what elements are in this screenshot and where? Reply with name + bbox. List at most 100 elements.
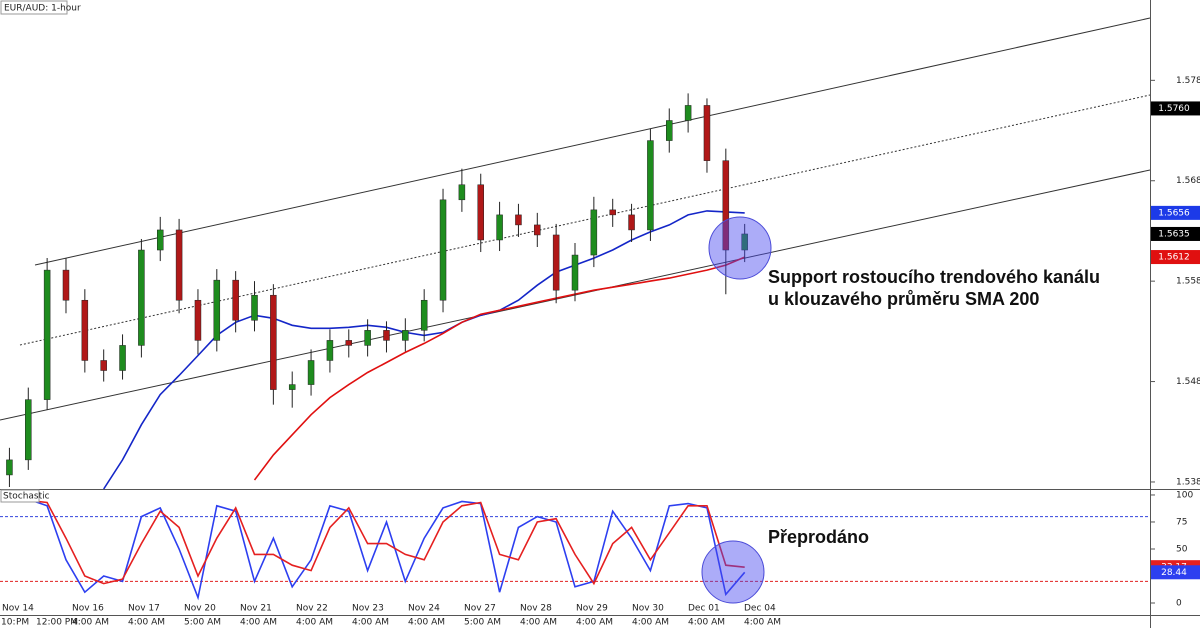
date-label: Nov 28 — [520, 604, 552, 614]
value-box — [1151, 205, 1200, 220]
time-label: 10: — [1, 618, 15, 628]
date-label: Dec 01 — [688, 604, 720, 614]
candle-body — [81, 299, 89, 361]
candle-body — [213, 279, 221, 341]
line-series — [253, 256, 746, 481]
candle-body — [609, 209, 616, 216]
y-tick-label: 1.5688 — [1176, 176, 1200, 186]
candle-body — [326, 340, 334, 361]
candle-body — [270, 294, 277, 390]
candle-body — [458, 184, 466, 201]
value-box — [1151, 226, 1200, 241]
date-label: Nov 16 — [72, 604, 104, 614]
value-box — [1151, 250, 1200, 265]
date-label: Nov 20 — [184, 604, 216, 614]
y-tick-label: 75 — [1176, 517, 1187, 527]
date-label: Nov 22 — [296, 604, 328, 614]
candle-body — [383, 330, 390, 341]
value-box — [1151, 101, 1200, 116]
date-label: Nov 29 — [576, 604, 608, 614]
annotation: Přeprodáno — [768, 527, 869, 547]
candle-body — [552, 234, 560, 291]
channel-upper — [34, 17, 1151, 266]
value-label: 1.5760 — [1158, 104, 1190, 114]
candle-body — [496, 214, 503, 241]
highlight-circle — [701, 540, 765, 604]
candle-body — [571, 254, 579, 291]
candle-body — [515, 214, 522, 226]
date-label: Nov 24 — [408, 604, 440, 614]
date-label: Nov 23 — [352, 604, 384, 614]
time-label: 12:00 PM — [36, 618, 78, 628]
time-label: 5:00 AM — [464, 618, 501, 628]
candle-body — [25, 399, 32, 461]
time-label: 4:00 AM — [408, 618, 445, 628]
chart-title: EUR/AUD: 1-hour — [4, 4, 81, 14]
candle-body — [364, 330, 371, 346]
title-box — [0, 489, 40, 503]
candle-body — [628, 214, 635, 231]
value-label: 1.5635 — [1158, 229, 1190, 239]
title-box — [0, 0, 68, 15]
time-label: 4:00 AM — [744, 618, 781, 628]
value-label: 28.44 — [1161, 568, 1187, 578]
candle-body — [647, 140, 654, 231]
candle-body — [100, 360, 107, 371]
y-tick-label: 1.5588 — [1176, 277, 1200, 287]
value-label: 1.5612 — [1158, 253, 1190, 263]
time-label: 4:00 AM — [688, 618, 725, 628]
candle-body — [43, 269, 51, 400]
candle-body — [534, 224, 541, 236]
candle-body — [666, 120, 673, 141]
candle-body — [119, 345, 126, 371]
time-label: 4:00 AM — [352, 618, 389, 628]
candle-body — [251, 294, 258, 321]
y-tick-label: 1.5788 — [1176, 76, 1200, 86]
candle-body — [439, 199, 447, 301]
candle-body — [402, 330, 409, 341]
time-label: 4:00 AM — [296, 618, 333, 628]
date-label: Nov 21 — [240, 604, 272, 614]
candle-body — [477, 184, 484, 241]
value-box — [1151, 565, 1200, 580]
panel-title: Stochastic — [3, 492, 50, 502]
candle-body — [590, 209, 598, 256]
candle-body — [6, 459, 13, 476]
date-label: Nov 27 — [464, 604, 496, 614]
candle-body — [138, 249, 145, 346]
date-label: Nov 14 — [2, 604, 34, 614]
time-label: 4:00 AM — [72, 618, 109, 628]
y-tick-label: 0 — [1176, 599, 1182, 609]
candle-body — [194, 299, 202, 341]
candle-body — [175, 229, 183, 301]
date-label: Nov 30 — [632, 604, 664, 614]
y-tick-label: 1.5488 — [1176, 377, 1200, 387]
y-tick-label: 1.5388 — [1176, 477, 1200, 487]
line-series — [9, 499, 745, 586]
time-label: 4:00 AM — [128, 618, 165, 628]
candle-body — [288, 384, 296, 390]
date-label: Dec 04 — [744, 604, 776, 614]
annotation: Support rostoucího trendového kanálu — [768, 267, 1100, 287]
time-label: 4:00 AM — [240, 618, 277, 628]
y-tick-label: 50 — [1176, 544, 1188, 554]
channel-middle — [19, 94, 1151, 346]
candle-body — [703, 105, 711, 161]
time-label: 4:00 AM — [632, 618, 669, 628]
time-label: 4:00 AM — [520, 618, 557, 628]
candle-body — [345, 340, 353, 346]
time-label: 5:00 AM — [184, 618, 221, 628]
annotation: u klouzavého průměru SMA 200 — [768, 289, 1039, 309]
date-label: Nov 17 — [128, 604, 160, 614]
highlight-circle — [708, 216, 772, 280]
candle-body — [156, 229, 164, 251]
y-tick-label: 100 — [1176, 490, 1193, 500]
value-label: 1.5656 — [1158, 208, 1190, 218]
candle-body — [420, 299, 428, 331]
line-series — [9, 498, 746, 601]
candle-body — [722, 160, 730, 251]
candle-body — [684, 105, 692, 121]
candle-body — [307, 360, 315, 385]
